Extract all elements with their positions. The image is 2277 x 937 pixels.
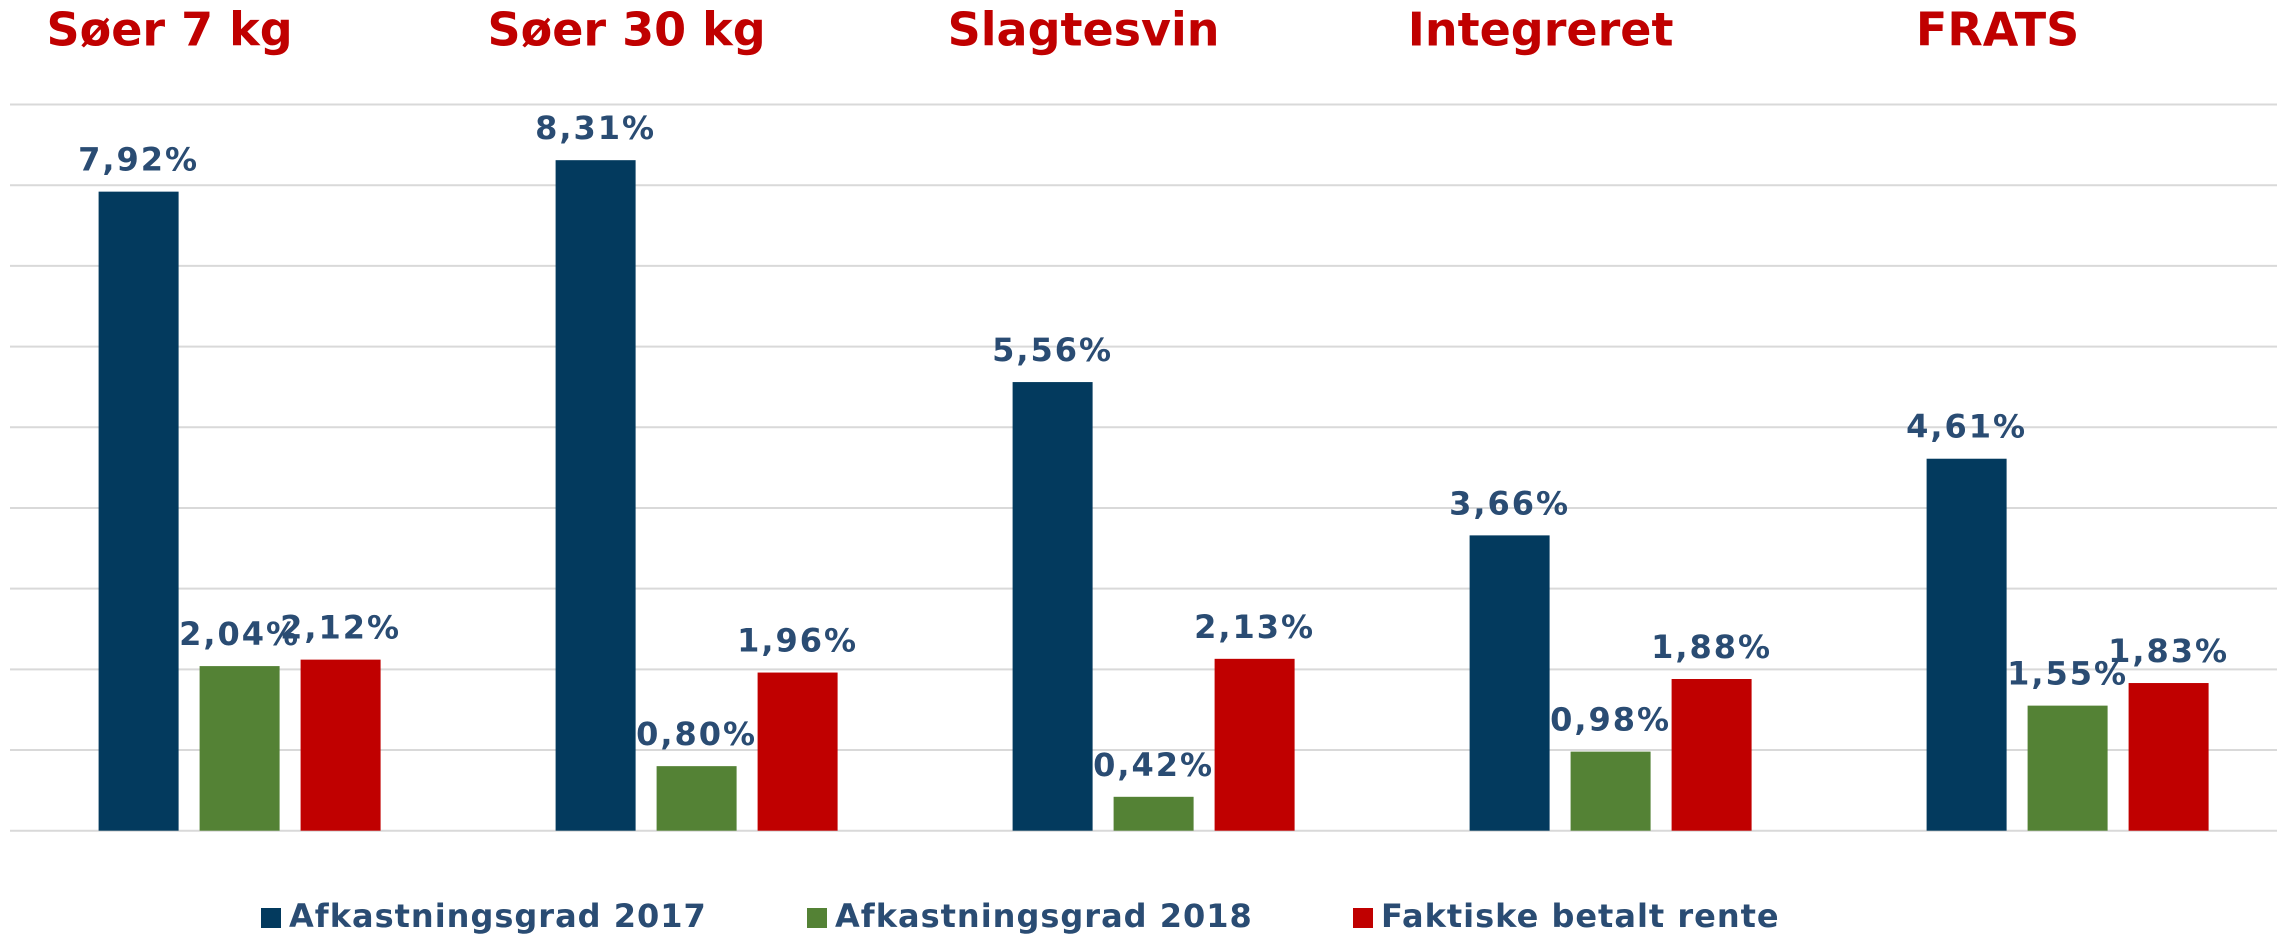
bar — [656, 766, 737, 831]
value-label: 0,80% — [636, 715, 757, 753]
value-label: 0,42% — [1093, 746, 1214, 784]
bar — [199, 666, 280, 831]
value-label: 1,88% — [1651, 628, 1772, 666]
legend-label: Afkastningsgrad 2017 — [289, 897, 707, 935]
legend-swatch — [807, 908, 827, 928]
value-label: 3,66% — [1449, 484, 1570, 522]
value-label: 0,98% — [1550, 701, 1671, 739]
bar — [757, 672, 838, 831]
legend-label: Afkastningsgrad 2018 — [835, 897, 1253, 935]
value-label: 1,96% — [737, 622, 858, 660]
bar — [1469, 535, 1550, 831]
category-label: Integreret — [1408, 3, 1674, 57]
bar — [1671, 679, 1752, 831]
value-label: 2,04% — [179, 615, 300, 653]
bar — [555, 160, 636, 831]
bar — [300, 659, 381, 831]
bar — [2128, 683, 2209, 831]
legend-swatch — [261, 908, 281, 928]
value-label: 1,55% — [2007, 655, 2128, 693]
bar — [1012, 382, 1093, 831]
bar — [1214, 658, 1295, 831]
value-label: 8,31% — [535, 109, 656, 147]
bar — [1926, 458, 2007, 831]
value-label: 2,12% — [280, 609, 401, 647]
legend-label: Faktiske betalt rente — [1381, 897, 1780, 935]
category-label: Søer 30 kg — [488, 3, 766, 57]
bar — [1113, 796, 1194, 831]
value-label: 2,13% — [1194, 608, 1315, 646]
category-label: Slagtesvin — [948, 3, 1220, 57]
bar — [1570, 751, 1651, 831]
category-label: FRATS — [1916, 3, 2079, 57]
value-label: 7,92% — [78, 141, 199, 179]
value-label: 1,83% — [2108, 632, 2229, 670]
bar — [98, 191, 179, 831]
value-label: 5,56% — [992, 331, 1113, 369]
value-label: 4,61% — [1906, 408, 2027, 446]
bar — [2027, 705, 2108, 831]
category-label: Søer 7 kg — [47, 3, 293, 57]
legend-swatch — [1353, 908, 1373, 928]
